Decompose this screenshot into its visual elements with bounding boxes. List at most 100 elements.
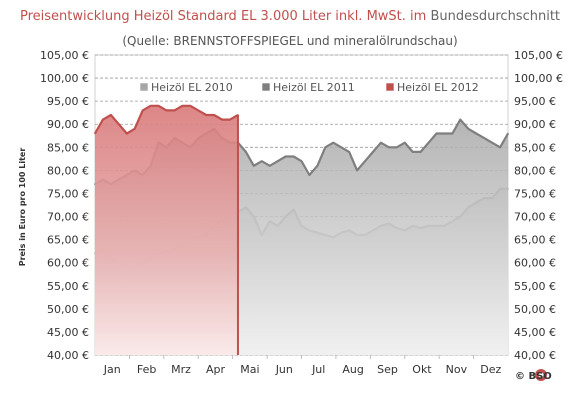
y-tick-label-right: 40,00 € [514, 349, 556, 362]
data-point [483, 137, 486, 139]
data-point [102, 118, 104, 121]
data-point [372, 151, 374, 153]
x-tick-label: Nov [446, 363, 468, 376]
y-tick-label-right: 85,00 € [514, 141, 556, 154]
y-tick-label-left: 40,00 € [47, 349, 89, 362]
data-point [276, 160, 279, 162]
data-point [126, 132, 128, 135]
y-tick-label-left: 85,00 € [47, 141, 89, 154]
data-point [435, 132, 438, 135]
data-point [443, 132, 446, 135]
data-point [300, 160, 303, 162]
y-tick-label-right: 90,00 € [514, 118, 556, 131]
data-point [189, 105, 192, 107]
data-point [118, 123, 120, 125]
y-tick-label-left: 95,00 € [47, 95, 89, 108]
data-point [213, 114, 215, 116]
x-tick-label: Okt [412, 363, 432, 376]
data-point [221, 118, 223, 121]
y-tick-label-left: 60,00 € [47, 257, 89, 270]
legend-label: Heizöl EL 2012 [397, 81, 479, 94]
series-area [95, 105, 238, 355]
y-tick-label-right: 95,00 € [514, 95, 556, 108]
plot-area: 40,00 € 40,00 € 45,00 € 45,00 € 50,00 € 50,00… [40, 49, 563, 376]
data-point [491, 141, 493, 144]
legend-label: Heizöl EL 2011 [273, 81, 355, 94]
data-point [205, 114, 207, 116]
y-tick-label-right: 55,00 € [514, 280, 556, 293]
y-tick-label-left: 65,00 € [47, 234, 89, 247]
y-tick-label-left: 50,00 € [47, 303, 89, 316]
data-point [427, 141, 430, 144]
chart-title: Preisentwicklung Heizöl Standard EL 3.00… [20, 9, 560, 24]
x-tick-label: Mai [240, 363, 259, 376]
y-tick-label-left: 75,00 € [47, 187, 89, 200]
data-point [396, 146, 398, 149]
y-tick-label-right: 45,00 € [514, 326, 556, 339]
x-tick-label: Jan [103, 363, 121, 376]
x-tick-label: Feb [137, 363, 156, 376]
data-point [475, 132, 478, 135]
y-tick-label-right: 50,00 € [514, 303, 556, 316]
data-point [324, 146, 327, 149]
x-tick-label: Apr [206, 363, 226, 376]
data-point [499, 146, 501, 149]
y-tick-label-right: 65,00 € [514, 234, 556, 247]
x-tick-label: Sep [377, 363, 398, 376]
x-tick-label: Aug [342, 363, 363, 376]
data-point [110, 114, 112, 116]
data-point [261, 160, 263, 162]
data-point [459, 118, 462, 121]
y-tick-label-left: 90,00 € [47, 118, 89, 131]
data-point [356, 169, 358, 172]
y-tick-label-right: 80,00 € [514, 164, 556, 177]
y-tick-label-left: 45,00 € [47, 326, 89, 339]
data-point [467, 128, 470, 130]
x-tick-label: Dez [480, 363, 501, 376]
data-point [404, 141, 406, 144]
data-point [197, 109, 200, 112]
data-point [245, 151, 247, 153]
chart-subtitle: (Quelle: BRENNSTOFFSPIEGEL und mineralöl… [122, 34, 457, 48]
data-point [451, 132, 454, 135]
x-tick-label: Mrz [171, 363, 191, 376]
data-point [284, 155, 287, 158]
data-point [411, 151, 414, 153]
y-axis-title: Preis in Euro pro 100 Liter [18, 148, 27, 267]
data-point [419, 151, 422, 153]
y-tick-label-right: 60,00 € [514, 257, 556, 270]
logo-text: © BSO [515, 371, 552, 382]
logo: © BSO [515, 369, 552, 382]
y-tick-label-left: 70,00 € [47, 211, 89, 224]
legend-label: Heizöl EL 2010 [151, 81, 233, 94]
data-point [253, 165, 255, 167]
data-point [149, 105, 152, 107]
data-point [388, 146, 390, 149]
logo-mark-inner-icon [538, 372, 544, 378]
data-point [507, 132, 509, 135]
x-tick-label: Jul [311, 363, 325, 376]
data-point [348, 151, 351, 153]
y-tick-label-right: 100,00 € [514, 72, 563, 85]
data-point [157, 105, 160, 107]
data-point [340, 146, 343, 149]
data-point [292, 155, 295, 158]
data-point [141, 109, 144, 112]
data-point [165, 109, 168, 112]
data-point [332, 141, 335, 144]
data-point [268, 165, 271, 167]
data-point [380, 141, 382, 144]
y-tick-label-left: 105,00 € [40, 49, 89, 62]
y-tick-label-left: 55,00 € [47, 280, 89, 293]
x-tick-label: Jun [275, 363, 293, 376]
data-point [173, 109, 176, 112]
data-point [229, 118, 231, 121]
data-point [181, 105, 184, 107]
y-tick-label-left: 100,00 € [40, 72, 89, 85]
y-tick-label-left: 80,00 € [47, 164, 89, 177]
y-tick-label-right: 70,00 € [514, 211, 556, 224]
data-point [308, 174, 311, 176]
legend-swatch-icon [261, 82, 271, 92]
